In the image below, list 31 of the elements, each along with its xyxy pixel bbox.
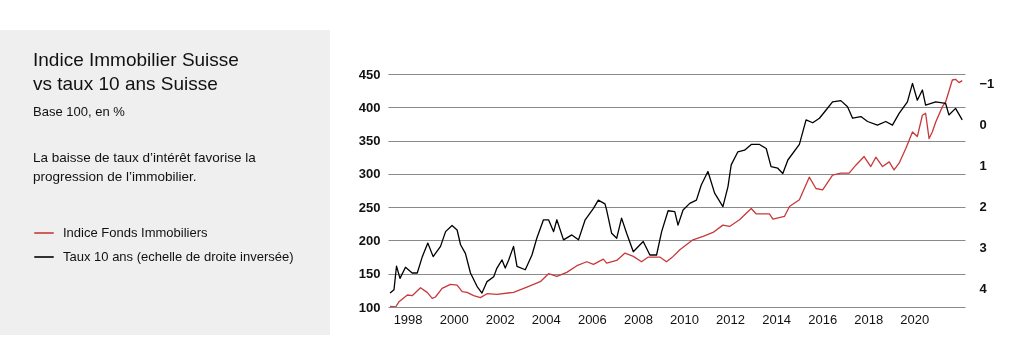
x-tick-label: 2014 (762, 311, 792, 327)
x-tick-label: 1998 (393, 311, 423, 327)
y2-tick-label: 2 (979, 198, 987, 214)
y2-tick-label: 1 (979, 157, 987, 173)
y-tick-label: 450 (358, 66, 381, 82)
text: La baisse de taux d’intérêt favorise la progression de l’immobilier. (33, 149, 257, 186)
x-tick-label: 2012 (716, 311, 746, 327)
x-tick-label: 2016 (808, 311, 838, 327)
x-tick-label: 2004 (531, 311, 561, 327)
y2-tick-label: 0 (979, 116, 987, 132)
legend-label: Indice Fonds Immobiliers (63, 225, 208, 240)
y2-tick-label: 3 (979, 239, 987, 255)
y2-tick-label: 4 (979, 280, 988, 296)
text: Indice Immobilier Suisse vs taux 10 ans Suisse (33, 48, 240, 96)
y-tick-label: 400 (358, 99, 381, 115)
x-tick-label: 2002 (485, 311, 515, 327)
text: Base 100, en % (33, 104, 125, 119)
y-tick-label: 200 (358, 232, 381, 248)
x-tick-label: 2000 (439, 311, 469, 327)
y-tick-label: 350 (358, 133, 381, 149)
y-tick-label: 250 (358, 199, 381, 215)
x-tick-label: 2020 (900, 311, 930, 327)
y-tick-label: 150 (358, 266, 381, 282)
x-tick-label: 2006 (577, 311, 607, 327)
legend-label: Taux 10 ans (echelle de droite inversée) (63, 249, 294, 264)
x-tick-label: 2008 (623, 311, 653, 327)
x-tick-label: 2018 (854, 311, 884, 327)
y2-tick-label: −1 (979, 75, 995, 91)
y-tick-label: 300 (358, 166, 381, 182)
y-tick-label: 100 (358, 299, 381, 315)
x-tick-label: 2010 (670, 311, 699, 327)
